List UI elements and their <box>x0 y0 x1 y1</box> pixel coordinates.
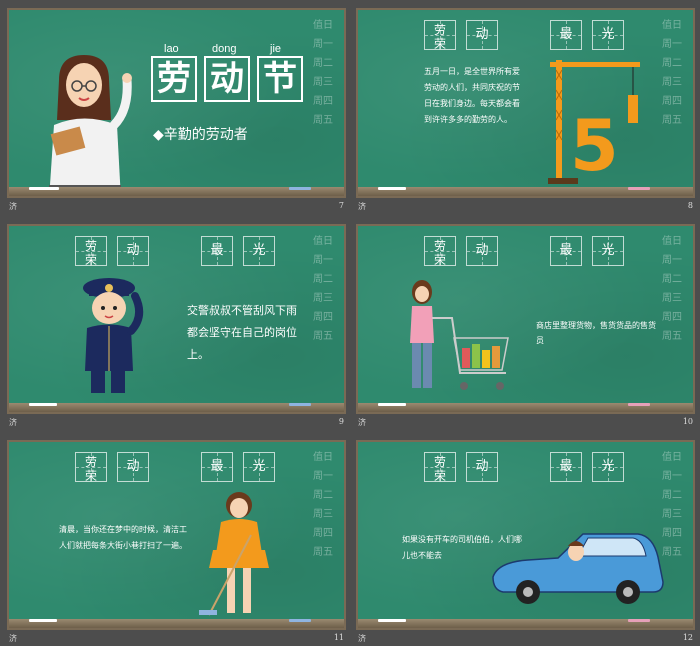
chalk-piece <box>29 187 59 190</box>
slide-12[interactable]: 值日 周一 周二 周三 周四 周五 劳荣 动 最 光 如果没有开车的司机伯伯，人们哪儿也不… <box>356 440 695 630</box>
traffic-police-illustration <box>83 278 144 393</box>
chalk-piece <box>289 619 311 622</box>
slide-number: 10 <box>682 417 693 426</box>
header-box-4: 光 <box>243 452 275 482</box>
week-scribble: 值日 周一 周二 周三 周四 周五 <box>313 452 333 558</box>
slide-caption: 济 7 <box>9 201 344 211</box>
slide-7[interactable]: 值日 周一 周二 周三 周四 周五 lao dong jie 劳 动 节 ◆辛勤的劳动者 <box>7 8 346 198</box>
chalk-tray <box>358 619 693 628</box>
header-box-2: 动 <box>466 20 498 50</box>
crane-five-illustration: 5 <box>548 60 640 187</box>
header-box-4: 光 <box>592 236 624 266</box>
chalk-piece <box>378 403 406 406</box>
slide-number: 7 <box>338 201 344 210</box>
week-scribble: 值日 周一 周二 周三 周四 周五 <box>313 20 333 126</box>
title-char-lao: 劳 <box>151 56 197 102</box>
pinyin-jie: jie <box>270 43 282 55</box>
chalk-piece <box>628 187 650 190</box>
header-box-3: 最 <box>201 236 233 266</box>
slide-8[interactable]: 值日 周一 周二 周三 周四 周五 劳荣 动 最 光 五月一日，是全世界所有爱劳动的人们，… <box>356 8 695 198</box>
header-box-2: 动 <box>466 236 498 266</box>
chalk-piece <box>378 187 406 190</box>
chalk-piece <box>289 187 311 190</box>
header-box-3: 最 <box>550 452 582 482</box>
header-box-1: 劳荣 <box>424 236 456 267</box>
chalk-piece <box>289 403 311 406</box>
header-box-3: 最 <box>201 452 233 482</box>
slide-caption: 济 10 <box>358 417 693 427</box>
chalk-tray <box>358 187 693 196</box>
shop-assistant-cart-illustration <box>410 280 509 390</box>
header-box-1: 劳荣 <box>75 452 107 483</box>
chalk-piece <box>628 619 650 622</box>
slide-10[interactable]: 值日 周一 周二 周三 周四 周五 劳荣 动 最 光 商店里整理货物，售货货品的售货员 <box>356 224 695 414</box>
chalk-tray <box>9 187 344 196</box>
week-scribble: 值日 周一 周二 周三 周四 周五 <box>662 20 682 126</box>
header-box-1: 劳荣 <box>424 20 456 51</box>
header-box-2: 动 <box>117 236 149 266</box>
header-box-3: 最 <box>550 236 582 266</box>
slide-number: 9 <box>338 417 344 426</box>
slide-number: 12 <box>682 633 693 642</box>
slide-text: 商店里整理货物，售货货品的售货员 <box>536 321 656 345</box>
slide-subtitle: ◆辛勤的劳动者 <box>153 127 248 143</box>
chalk-tray <box>9 403 344 412</box>
pinyin-dong: dong <box>212 43 237 55</box>
title-char-jie: 节 <box>257 56 303 102</box>
week-scribble: 值日 周一 周二 周三 周四 周五 <box>662 452 682 558</box>
chalk-piece <box>378 619 406 622</box>
driver-car-illustration <box>492 533 664 604</box>
slide-caption: 济 11 <box>9 633 344 643</box>
slide-text: 五月一日，是全世界所有爱劳动的人们，共同庆祝的节日在我们身边。每天都会看到许许多… <box>424 67 520 124</box>
slide-caption: 济 12 <box>358 633 693 643</box>
header-box-4: 光 <box>592 452 624 482</box>
slide-11[interactable]: 值日 周一 周二 周三 周四 周五 劳荣 动 最 光 清晨，当你还在梦中的时候，清洁工人们… <box>7 440 346 630</box>
svg-text:5: 5 <box>570 105 619 187</box>
slide-number: 11 <box>333 633 344 642</box>
chalk-piece <box>29 403 57 406</box>
header-box-2: 动 <box>117 452 149 482</box>
slide-text: 清晨，当你还在梦中的时候，清洁工人们就把每条大街小巷打扫了一遍。 <box>59 525 187 550</box>
week-scribble: 值日 周一 周二 周三 周四 周五 <box>313 236 333 342</box>
teacher-illustration <box>49 55 132 196</box>
pinyin-lao: lao <box>164 43 179 55</box>
slide-caption: 济 8 <box>358 201 693 211</box>
chalk-tray <box>9 619 344 628</box>
slide-text: 如果没有开车的司机伯伯，人们哪儿也不能去 <box>402 535 522 560</box>
slide-9[interactable]: 值日 周一 周二 周三 周四 周五 劳荣 动 最 光 交警叔叔不管刮风下雨都会坚守在自己的… <box>7 224 346 414</box>
header-box-4: 光 <box>243 236 275 266</box>
street-cleaner-illustration <box>199 492 269 616</box>
chalk-piece <box>29 619 57 622</box>
header-box-1: 劳荣 <box>424 452 456 483</box>
chalk-tray <box>358 403 693 412</box>
title-char-dong: 动 <box>204 56 250 102</box>
week-scribble: 值日 周一 周二 周三 周四 周五 <box>662 236 682 342</box>
slide-text: 交警叔叔不管刮风下雨都会坚守在自己的岗位上。 <box>187 304 297 361</box>
header-box-2: 动 <box>466 452 498 482</box>
chalk-piece <box>628 403 650 406</box>
slide-caption: 济 9 <box>9 417 344 427</box>
header-box-4: 光 <box>592 20 624 50</box>
slide-number: 8 <box>687 201 693 210</box>
header-box-3: 最 <box>550 20 582 50</box>
header-box-1: 劳荣 <box>75 236 107 267</box>
